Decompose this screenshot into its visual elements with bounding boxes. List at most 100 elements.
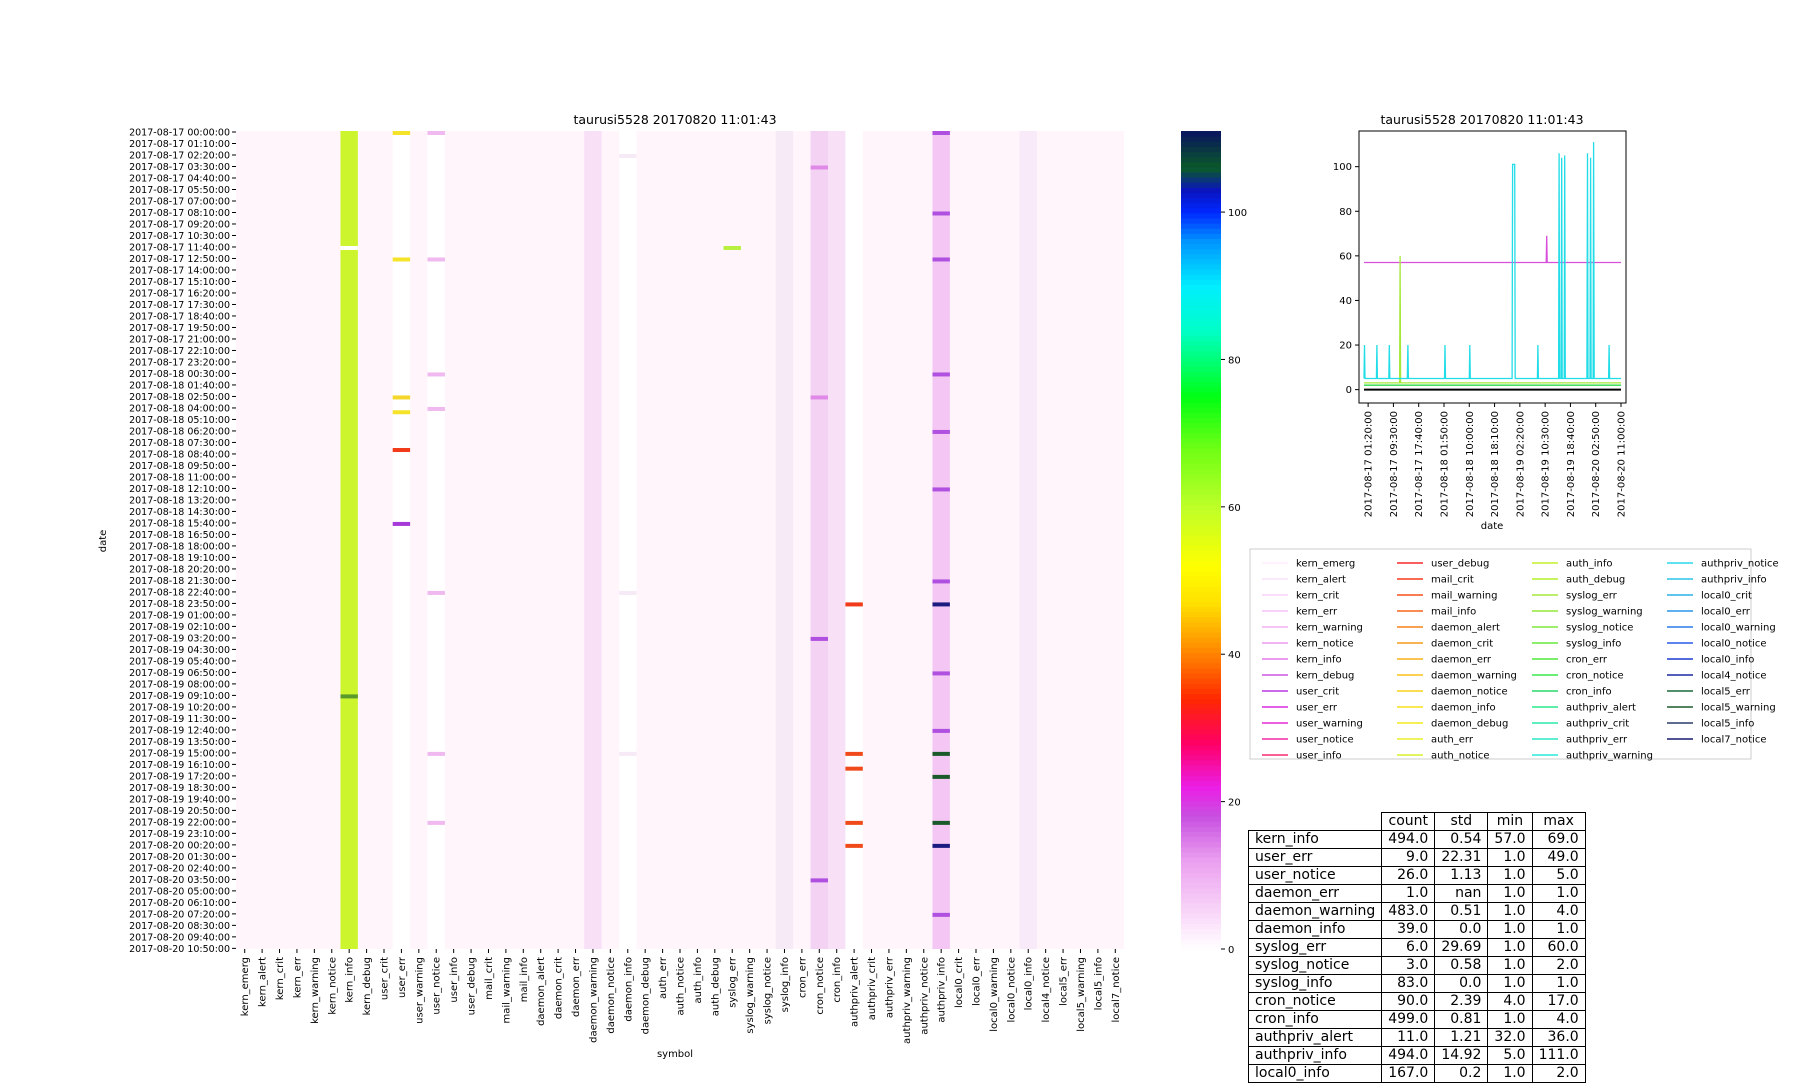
- heatmap-x-tick-label: kern_notice: [327, 957, 338, 1015]
- stats-cell: 0.51: [1434, 902, 1489, 921]
- legend-label: authpriv_notice: [1701, 559, 1779, 570]
- colorbar-band: [1181, 422, 1221, 429]
- colorbar-band: [1181, 678, 1221, 684]
- colorbar-band: [1181, 897, 1221, 904]
- colorbar-band: [1181, 376, 1221, 383]
- stats-cell: 5.0: [1531, 866, 1586, 885]
- colorbar-band: [1181, 483, 1221, 490]
- colorbar-band: [1181, 156, 1221, 163]
- stats-cell: 49.0: [1531, 848, 1586, 867]
- stats-cell: 60.0: [1531, 938, 1586, 957]
- line-series-kern_info: [1364, 235, 1621, 264]
- heatmap-x-tick-label: daemon_debug: [641, 957, 652, 1034]
- stats-row: authpriv_info 494.0 14.92 5.0 111.0: [1247, 1046, 1586, 1065]
- colorbar-band: [1181, 161, 1221, 168]
- heatmap-y-tick-label: 2017-08-17 03:30:00: [129, 162, 230, 173]
- colorbar-band: [1181, 309, 1221, 316]
- heatmap-y-tick-label: 2017-08-18 07:30:00: [129, 438, 230, 449]
- stats-header-cell: min: [1487, 812, 1533, 831]
- colorbar-band: [1181, 437, 1221, 444]
- heatmap-y-tick-label: 2017-08-17 22:10:00: [129, 346, 230, 357]
- line-y-tick-label: 60: [1339, 251, 1352, 262]
- stats-row: authpriv_alert 11.0 1.21 32.0 36.0: [1247, 1028, 1586, 1047]
- colorbar-band: [1181, 913, 1221, 919]
- legend-label: local0_warning: [1701, 623, 1776, 634]
- colorbar-band: [1181, 269, 1221, 275]
- heatmap-y-tick-label: 2017-08-18 22:40:00: [129, 587, 230, 598]
- heatmap-x-tick-label: auth_notice: [676, 957, 687, 1016]
- legend-label: daemon_notice: [1431, 687, 1508, 698]
- line-x-tick-label: 2017-08-17 09:30:00: [1389, 411, 1400, 517]
- colorbar-band: [1181, 417, 1221, 424]
- heatmap-column-local0_info: [1019, 131, 1037, 949]
- legend-frame: [1249, 548, 1752, 760]
- stats-cell: 0.54: [1434, 830, 1489, 849]
- line-chart-frame: [1358, 130, 1627, 404]
- heatmap-x-tick-label: kern_emerg: [240, 957, 251, 1016]
- colorbar-band: [1181, 749, 1221, 756]
- heatmap-cells: [236, 131, 1124, 949]
- stats-cell: 4.0: [1487, 992, 1533, 1011]
- colorbar-band: [1181, 713, 1221, 720]
- heatmap-cell: [427, 372, 445, 377]
- colorbar-band: [1181, 800, 1221, 807]
- stats-cell: 111.0: [1531, 1046, 1586, 1065]
- colorbar-band: [1181, 488, 1221, 495]
- heatmap-y-tick-label: 2017-08-20 07:20:00: [129, 909, 230, 920]
- colorbar-band: [1181, 790, 1221, 797]
- heatmap-cell: [810, 165, 828, 170]
- stats-cell: 4.0: [1531, 1010, 1586, 1029]
- heatmap-x-tick-label: user_err: [397, 956, 408, 998]
- colorbar-band: [1181, 499, 1221, 505]
- legend-label: local0_notice: [1701, 639, 1766, 650]
- colorbar-band: [1181, 396, 1221, 403]
- heatmap-y-tick-label: 2017-08-17 11:40:00: [129, 242, 230, 253]
- heatmap-y-tick-label: 2017-08-20 01:30:00: [129, 852, 230, 863]
- legend-label: syslog_err: [1566, 591, 1618, 602]
- heatmap-y-tick-label: 2017-08-17 00:00:00: [129, 128, 230, 139]
- colorbar-band: [1181, 555, 1221, 562]
- line-x-tick-label: 2017-08-18 01:50:00: [1439, 411, 1450, 517]
- colorbar-band: [1181, 340, 1221, 347]
- line-chart-title: taurusi5528 20170820 11:01:43: [1380, 112, 1583, 127]
- colorbar-tick-label: 80: [1228, 355, 1241, 366]
- stats-cell: 3.0: [1381, 956, 1436, 975]
- heatmap-y-tick-label: 2017-08-18 12:10:00: [129, 484, 230, 495]
- stats-row-label: user_err: [1247, 848, 1383, 867]
- colorbar-band: [1181, 591, 1221, 597]
- heatmap-x-tick-label: local5_warning: [1076, 957, 1087, 1032]
- legend-label: kern_warning: [1296, 623, 1363, 634]
- colorbar-band: [1181, 821, 1221, 827]
- stats-cell: 29.69: [1434, 938, 1489, 957]
- colorbar-band: [1181, 672, 1221, 679]
- heatmap-cell: [427, 751, 445, 756]
- legend-label: user_info: [1296, 751, 1342, 762]
- stats-row: syslog_err 6.0 29.69 1.0 60.0: [1247, 938, 1586, 957]
- stats-row-label: syslog_info: [1247, 974, 1383, 993]
- stats-cell: 1.21: [1434, 1028, 1489, 1047]
- legend-label: user_err: [1296, 703, 1338, 714]
- colorbar-band: [1181, 744, 1221, 751]
- colorbar-band: [1181, 621, 1221, 628]
- colorbar-band: [1181, 575, 1221, 582]
- legend-label: authpriv_err: [1566, 735, 1628, 746]
- colorbar-band: [1181, 856, 1221, 863]
- heatmap-cell: [932, 820, 950, 825]
- colorbar-band: [1181, 887, 1221, 894]
- heatmap-x-ticks: kern_emerg kern_alert kern_crit kern_err ker…: [240, 949, 1122, 1044]
- heatmap-y-tick-label: 2017-08-19 15:00:00: [129, 748, 230, 759]
- stats-header-cell: std: [1434, 812, 1489, 831]
- stats-row-label: authpriv_alert: [1247, 1028, 1383, 1047]
- heatmap-y-tick-label: 2017-08-18 01:40:00: [129, 380, 230, 391]
- heatmap-y-tick-label: 2017-08-19 03:20:00: [129, 633, 230, 644]
- heatmap-cell: [392, 521, 411, 526]
- heatmap-column-cron_info: [828, 131, 846, 949]
- heatmap-cell: [932, 372, 950, 377]
- stats-row-label: cron_notice: [1247, 992, 1383, 1011]
- line-x-label: date: [1481, 521, 1504, 532]
- colorbar-band: [1181, 586, 1221, 592]
- colorbar-band: [1181, 355, 1221, 362]
- legend-label: daemon_crit: [1431, 639, 1493, 650]
- stats-cell: 39.0: [1381, 920, 1436, 939]
- colorbar-band: [1181, 217, 1221, 224]
